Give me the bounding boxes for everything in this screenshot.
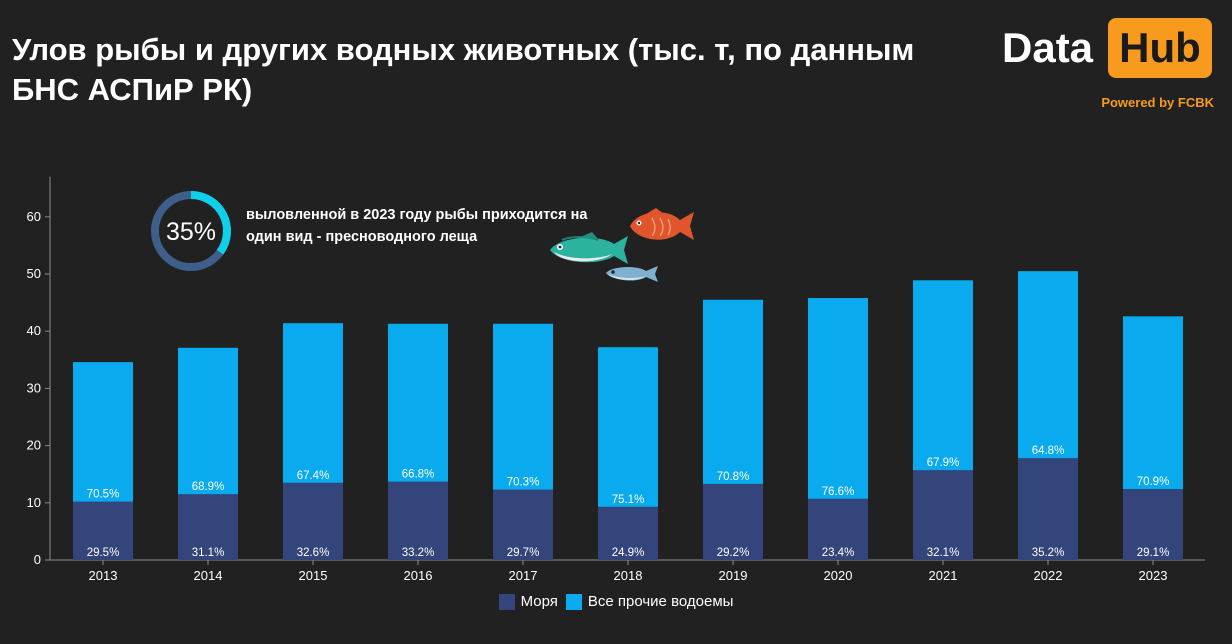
bar-other [493,323,553,490]
bar-label-other: 66.8% [402,469,435,481]
small-blue-fish-icon [606,266,658,282]
donut-percent-label: 35% [166,218,216,246]
x-tick-label: 2013 [89,568,118,583]
y-tick-label: 50 [27,266,41,281]
bar-other [913,280,973,471]
bar-other [1018,271,1078,459]
y-tick-label: 0 [34,552,41,567]
x-tick-label: 2022 [1034,568,1063,583]
teal-fish-icon [550,232,628,264]
donut-fill [190,191,231,255]
bar-seas [1123,489,1183,560]
bar-seas [598,506,658,560]
bar-seas [388,481,448,560]
legend-item-seas[interactable]: Моря [498,593,558,610]
bar-seas [493,489,553,560]
bar-seas [283,482,343,560]
bar-other [388,323,448,482]
bar-seas [1018,458,1078,560]
bar-label-other: 70.9% [1137,476,1170,488]
bar-seas [913,470,973,560]
x-tick-label: 2014 [194,568,223,583]
bar-label-seas: 29.7% [507,547,540,559]
bar-label-other: 68.9% [192,481,225,493]
chart-title: Улов рыбы и других водных животных (тыс.… [12,32,915,107]
bar-label-seas: 31.1% [192,547,225,559]
bar-label-seas: 32.1% [927,547,960,559]
x-tick-label: 2019 [719,568,748,583]
y-tick-label: 60 [27,209,41,224]
bar-label-seas: 24.9% [612,547,645,559]
bar-other [598,347,658,507]
percent-donut: 35% [151,191,231,271]
x-tick-label: 2016 [404,568,433,583]
legend-item-other[interactable]: Все прочие водоемы [565,593,734,610]
bar-seas [73,501,133,560]
bar-other [1123,316,1183,490]
datahub-logo[interactable]: Data Hub [998,16,1216,80]
x-tick-label: 2018 [614,568,643,583]
bar-label-seas: 29.5% [87,547,120,559]
y-tick-label: 20 [27,438,41,453]
bar-other [178,347,238,495]
bars-layer [73,271,1183,560]
chart-legend: Моря Все прочие водоемы [0,593,1232,610]
powered-by-label: Powered by FCBK [1101,95,1214,110]
bar-label-other: 70.3% [507,477,540,489]
legend-swatch-other [565,593,582,610]
bar-label-other: 67.9% [927,457,960,469]
bar-label-seas: 23.4% [822,547,855,559]
x-tick-label: 2023 [1139,568,1168,583]
bar-label-seas: 33.2% [402,547,435,559]
logo-hub-text: Hub [1108,18,1212,78]
bar-label-other: 64.8% [1032,445,1065,457]
labels-layer: 29.5% 70.5% 31.1% 68.9% 32.6% 67.4% 33.2% 66.8%… [87,445,1170,559]
x-tick-label: 2015 [299,568,328,583]
y-tick-label: 40 [27,323,41,338]
bar-other [73,362,133,502]
bar-other [808,298,868,499]
bar-seas [178,494,238,560]
bar-label-seas: 29.2% [717,547,750,559]
bar-label-other: 75.1% [612,494,645,506]
bar-label-seas: 29.1% [1137,547,1170,559]
bar-label-other: 70.8% [717,471,750,483]
x-tick-label: 2021 [929,568,958,583]
logo-data-text: Data [1002,24,1094,71]
bar-label-seas: 35.2% [1032,547,1065,559]
bar-label-seas: 32.6% [297,547,330,559]
legend-swatch-seas [498,593,515,610]
y-tick-label: 30 [27,380,41,395]
bar-label-other: 70.5% [87,489,120,501]
x-tick-label: 2017 [509,568,538,583]
bar-other [283,323,343,483]
legend-label-seas: Моря [520,593,558,610]
callout-text: выловленной в 2023 году рыбы приходится … [246,207,588,245]
bar-label-other: 76.6% [822,486,855,498]
bar-label-other: 67.4% [297,470,330,482]
bar-seas [808,498,868,560]
y-tick-label: 10 [27,495,41,510]
bar-seas [703,483,763,560]
legend-label-other: Все прочие водоемы [587,593,734,610]
x-tick-label: 2020 [824,568,853,583]
orange-fish-icon [630,208,694,240]
bar-other [703,299,763,484]
